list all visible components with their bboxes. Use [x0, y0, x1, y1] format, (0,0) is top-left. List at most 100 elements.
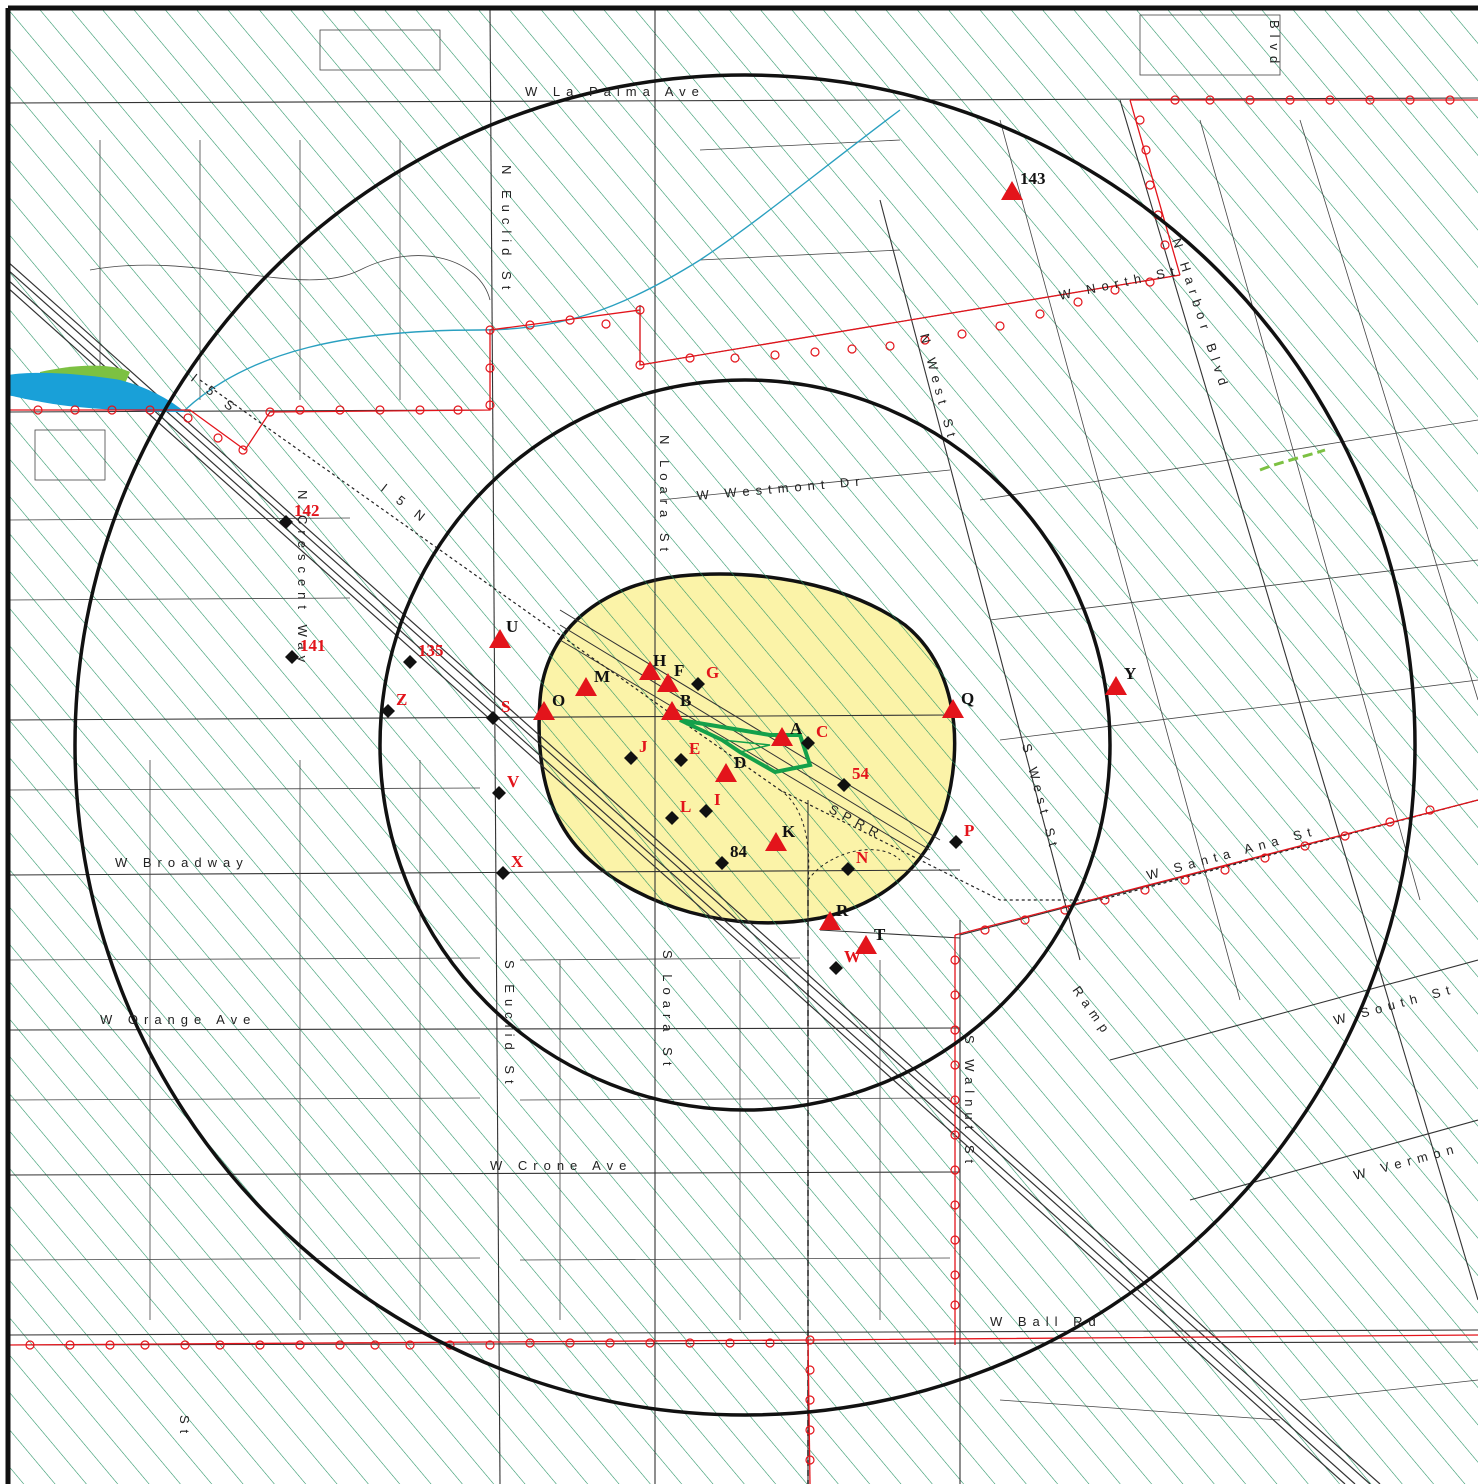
diamond-marker-label: N: [856, 848, 869, 867]
utility-pole-icon: [1365, 95, 1375, 105]
diamond-marker-label: C: [816, 722, 828, 741]
utility-pole-icon: [1405, 95, 1415, 105]
utility-pole-icon: [1145, 277, 1155, 287]
utility-pole-icon: [25, 1340, 35, 1350]
triangle-marker-label: T: [874, 925, 886, 944]
street-grid: [8, 8, 1478, 1484]
utility-pole-icon: [635, 360, 645, 370]
utility-pole-icon: [805, 1365, 815, 1375]
utility-pole-icon: [645, 1338, 655, 1348]
utility-pole-icon: [1170, 95, 1180, 105]
utility-pole-icon: [725, 1338, 735, 1348]
utility-pole-icon: [995, 321, 1005, 331]
utility-pole-icon: [950, 1235, 960, 1245]
utility-pole-icon: [685, 353, 695, 363]
utility-pole-icon: [485, 325, 495, 335]
utility-pole-icon: [485, 1340, 495, 1350]
utility-pole-icon: [1073, 297, 1083, 307]
label-walnut: S Walnut St: [962, 1035, 977, 1169]
label-crescent: N Crescent Way: [295, 490, 310, 668]
triangle-marker: [715, 763, 737, 782]
utility-pole-icon: [635, 305, 645, 315]
diamond-marker: [829, 961, 843, 975]
diamond-marker: [279, 515, 293, 529]
label-st-bottom: St: [177, 1415, 192, 1439]
diamond-marker: [381, 704, 395, 718]
utility-pole-icon: [950, 1060, 960, 1070]
utility-pole-icon: [335, 405, 345, 415]
triangle-marker: [942, 699, 964, 718]
diamond-marker-label: 141: [300, 636, 326, 655]
utility-pole-icon: [1445, 95, 1455, 105]
triangle-marker-label: F: [674, 661, 684, 680]
triangle-marker: [575, 677, 597, 696]
utility-pole-icon: [685, 1338, 695, 1348]
utility-pole-icon: [950, 1300, 960, 1310]
diamond-marker: [403, 655, 417, 669]
utility-pole-icon: [1141, 145, 1151, 155]
label-euclid-n: N Euclid St: [499, 165, 514, 295]
utility-pole-icon: [805, 1395, 815, 1405]
triangle-marker-label: D: [734, 753, 746, 772]
diamond-marker-label: 142: [294, 501, 320, 520]
diamond-marker: [699, 804, 713, 818]
triangle-marker-label: H: [653, 651, 666, 670]
label-blvd: Blvd: [1267, 20, 1282, 69]
water-body: [8, 372, 185, 412]
utility-pole-icon: [1135, 115, 1145, 125]
utility-pole-icon: [1300, 841, 1310, 851]
utility-pole-icon: [1205, 95, 1215, 105]
utility-pole-icon: [370, 1340, 380, 1350]
utility-pole-icon: [295, 1340, 305, 1350]
utility-pole-icon: [70, 405, 80, 415]
utility-pole-icon: [1140, 885, 1150, 895]
diamond-marker: [665, 811, 679, 825]
utility-pole-icon: [525, 320, 535, 330]
diamond-marker-label: 135: [418, 641, 444, 660]
utility-pole-icon: [1220, 865, 1230, 875]
utility-pole-icon: [1425, 805, 1435, 815]
utility-pole-icon: [295, 405, 305, 415]
utility-pole-icon: [885, 341, 895, 351]
utility-pole-icon: [1260, 853, 1270, 863]
utility-pole-icon: [1385, 817, 1395, 827]
utility-pole-icon: [65, 1340, 75, 1350]
vegetation-strip: [1259, 448, 1326, 472]
utility-pole-icon: [485, 400, 495, 410]
utility-pole-icon: [1035, 309, 1045, 319]
utility-pole-icon: [950, 1095, 960, 1105]
utility-pole-icon: [107, 405, 117, 415]
triangle-marker: [1001, 181, 1023, 200]
triangle-marker-label: Q: [961, 689, 974, 708]
utility-pole-icon: [140, 1340, 150, 1350]
diamond-marker-label: P: [964, 821, 974, 840]
triangle-marker: [855, 935, 877, 954]
triangle-marker: [1105, 676, 1127, 695]
triangle-marker-label: B: [680, 691, 691, 710]
diamond-marker: [715, 856, 729, 870]
radius-circle-outer: [73, 73, 1417, 1417]
creek: [184, 109, 901, 411]
label-euclid-s: S Euclid St: [502, 960, 517, 1090]
utility-pole-icon: [950, 1025, 960, 1035]
diamond-marker: [837, 778, 851, 792]
utility-pole-icon: [33, 405, 43, 415]
triangle-marker-label: Y: [1124, 664, 1136, 683]
triangle-marker-label: R: [836, 901, 849, 920]
utility-pole-icon: [1020, 915, 1030, 925]
utility-pole-icon: [1285, 95, 1295, 105]
utility-pole-icon: [950, 1130, 960, 1140]
label-loara-n: N Loara St: [657, 435, 672, 557]
utility-pole-icon: [145, 405, 155, 415]
utility-pole-icon: [847, 344, 857, 354]
utility-pole-icon: [565, 1338, 575, 1348]
triangle-marker-label: U: [506, 617, 518, 636]
utility-pole-icon: [950, 1165, 960, 1175]
utility-pole-icon: [950, 990, 960, 1000]
utility-pole-icon: [1110, 285, 1120, 295]
utility-pole-icon: [980, 925, 990, 935]
triangle-marker-label: M: [594, 667, 610, 686]
diamond-marker-label: Z: [396, 690, 407, 709]
label-loara-s: S Loara St: [660, 950, 675, 1071]
